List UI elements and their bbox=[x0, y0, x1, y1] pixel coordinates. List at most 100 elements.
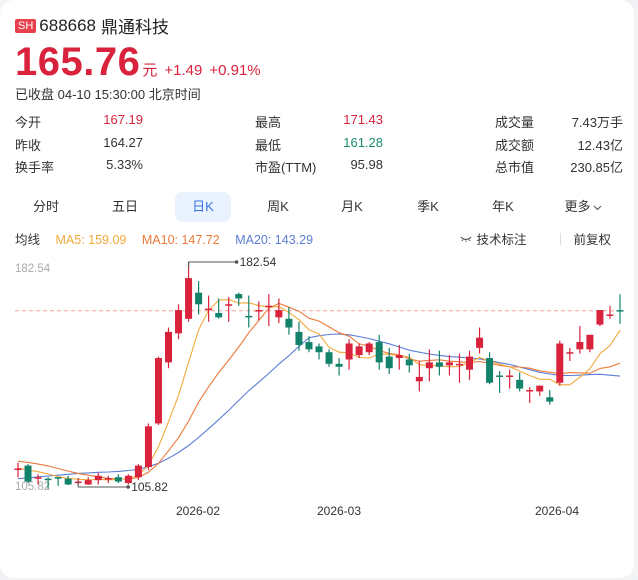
candle-body bbox=[245, 315, 253, 318]
tab-4[interactable]: 月K bbox=[341, 199, 363, 214]
candle-body bbox=[295, 331, 303, 345]
candle-body bbox=[435, 362, 443, 367]
market-status: 已收盘 04-10 15:30:00 北京时间 bbox=[15, 87, 201, 102]
stat-label: 市盈(TTM) bbox=[255, 160, 317, 175]
candle-body bbox=[466, 356, 473, 370]
candle-body bbox=[165, 331, 172, 363]
stat-label: 总市值 bbox=[495, 160, 535, 175]
candle-body bbox=[496, 375, 504, 377]
tab-7[interactable]: 更多 bbox=[555, 192, 611, 222]
candle-body bbox=[114, 477, 122, 482]
stats-row: 昨收 164.27 最低 161.28 成交额 12.43亿 bbox=[15, 135, 623, 158]
tech-annotation-toggle[interactable]: 技术标注 bbox=[460, 229, 538, 248]
tab-3[interactable]: 周K bbox=[267, 199, 289, 214]
stock-title: SH 688668 鼎通科技 bbox=[15, 13, 169, 38]
adjust-button[interactable]: 前复权 bbox=[573, 233, 611, 247]
stat-value: 12.43亿 bbox=[577, 137, 623, 153]
period-tabs: 分时 五日 日K 周K 月K 季K 年K 更多 bbox=[0, 192, 634, 222]
candle-body bbox=[455, 363, 463, 366]
eye-closed-icon bbox=[461, 236, 472, 242]
tab-2[interactable]: 日K bbox=[175, 192, 231, 222]
candle-body bbox=[546, 397, 554, 402]
candle-body bbox=[215, 312, 223, 318]
candle-body bbox=[405, 359, 413, 366]
stat-label: 换手率 bbox=[15, 160, 55, 175]
min-annotation-label: 105.82 bbox=[131, 480, 168, 494]
candle-body bbox=[285, 318, 293, 328]
stat-label: 昨收 bbox=[15, 137, 42, 153]
y-max-label: 182.54 bbox=[15, 263, 51, 275]
candle-body bbox=[606, 314, 614, 316]
stat-label: 成交量 bbox=[495, 115, 535, 130]
stats-row: 换手率 5.33% 市盈(TTM) 95.98 总市值 230.85亿 bbox=[15, 157, 623, 180]
x-tick-label: 2026-04 bbox=[535, 504, 579, 518]
candle-body bbox=[124, 475, 132, 484]
candle-body bbox=[536, 385, 544, 392]
candle-body bbox=[355, 346, 363, 356]
candle-body bbox=[54, 477, 62, 479]
candle-body bbox=[84, 480, 92, 485]
candle-body bbox=[265, 305, 273, 308]
min-annotation-line bbox=[77, 481, 129, 488]
candle-body bbox=[476, 337, 484, 348]
candle-body bbox=[104, 478, 112, 480]
candle-body bbox=[526, 390, 534, 392]
candle-body bbox=[375, 342, 383, 363]
stat-label: 成交额 bbox=[495, 137, 535, 153]
exchange-badge: SH bbox=[15, 18, 37, 33]
candle-body bbox=[144, 426, 152, 468]
candle-body bbox=[445, 362, 453, 366]
candle-body bbox=[275, 310, 283, 318]
candle-body bbox=[134, 465, 142, 478]
candle-body bbox=[175, 310, 183, 334]
min-annotation-dot bbox=[126, 485, 130, 489]
candle-body bbox=[415, 376, 423, 382]
stat-label: 最低 bbox=[255, 137, 282, 153]
stat-value: 164.27 bbox=[103, 134, 143, 150]
ma10-value: MA10: 147.72 bbox=[141, 233, 220, 247]
candle-body bbox=[556, 343, 564, 383]
candle-body bbox=[24, 465, 32, 482]
ma-legend: 均线 MA5: 159.09 MA10: 147.72 MA20: 143.29… bbox=[15, 229, 623, 247]
x-tick-label: 2026-03 bbox=[317, 504, 361, 518]
stock-name: 鼎通科技 bbox=[101, 18, 170, 37]
candle-body bbox=[425, 362, 433, 369]
candle-body bbox=[225, 304, 233, 306]
stat-value: 5.33% bbox=[106, 157, 143, 172]
candle-body bbox=[34, 477, 42, 479]
stock-code: 688668 bbox=[39, 15, 97, 35]
ma-label: 均线 bbox=[15, 233, 41, 247]
candle-body bbox=[506, 375, 514, 377]
chevron-down-icon bbox=[591, 199, 602, 214]
tab-5[interactable]: 季K bbox=[417, 199, 439, 214]
tech-annotation-label: 技术标注 bbox=[476, 233, 527, 247]
price-unit: 元 bbox=[142, 62, 158, 79]
candle-body bbox=[576, 342, 584, 350]
stat-value: 167.19 bbox=[103, 112, 143, 127]
stat-value: 95.98 bbox=[350, 157, 383, 172]
stat-label: 最高 bbox=[255, 115, 282, 130]
candle-body bbox=[516, 379, 524, 389]
candle-body bbox=[315, 346, 323, 353]
candle-body bbox=[14, 468, 22, 470]
candle-body bbox=[305, 342, 313, 350]
candle-body bbox=[44, 478, 52, 481]
max-annotation-line bbox=[188, 261, 237, 268]
candle-body bbox=[486, 358, 494, 383]
tab-6[interactable]: 年K bbox=[492, 199, 514, 214]
candle-body bbox=[94, 475, 102, 481]
max-annotation-label: 182.54 bbox=[240, 255, 277, 269]
price-change: +1.49 bbox=[164, 62, 203, 79]
tab-1[interactable]: 五日 bbox=[111, 199, 138, 214]
candle-body bbox=[205, 308, 213, 311]
candle-body bbox=[154, 358, 162, 424]
candle-body bbox=[335, 363, 343, 367]
candle-body bbox=[64, 478, 72, 485]
candle-body bbox=[195, 292, 203, 305]
candle-body bbox=[596, 310, 604, 325]
tab-0[interactable]: 分时 bbox=[32, 199, 59, 214]
ma5-value: MA5: 159.09 bbox=[55, 233, 127, 247]
divider bbox=[560, 232, 562, 245]
